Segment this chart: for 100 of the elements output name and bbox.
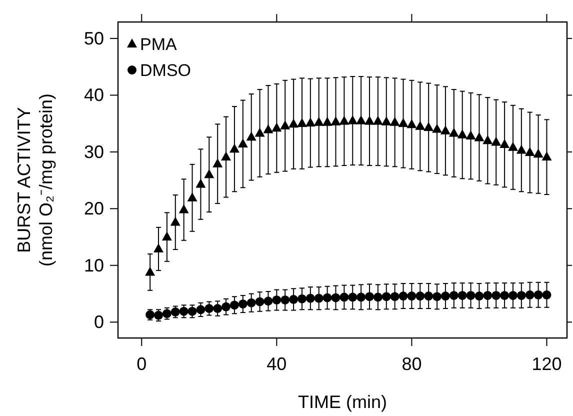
point xyxy=(254,128,265,137)
point xyxy=(288,118,299,128)
point xyxy=(533,148,544,158)
point xyxy=(381,116,392,126)
point xyxy=(415,120,426,130)
point xyxy=(424,292,434,301)
point xyxy=(524,146,535,156)
point xyxy=(483,290,492,300)
y-tick-label: 0 xyxy=(94,312,104,332)
point xyxy=(500,139,510,148)
point xyxy=(491,136,502,146)
point xyxy=(322,116,332,126)
point xyxy=(382,292,391,302)
point xyxy=(196,178,206,188)
point xyxy=(212,158,223,168)
point xyxy=(196,305,206,314)
point xyxy=(508,142,518,151)
point xyxy=(222,302,231,312)
point xyxy=(296,118,307,128)
point xyxy=(542,152,552,161)
point xyxy=(314,294,324,303)
point xyxy=(440,292,450,301)
point xyxy=(170,216,180,226)
point xyxy=(398,118,408,128)
point xyxy=(187,192,198,202)
point xyxy=(188,306,197,316)
point xyxy=(474,292,484,301)
point xyxy=(264,296,273,306)
point xyxy=(416,292,425,301)
point xyxy=(474,132,484,142)
point xyxy=(339,116,350,125)
point xyxy=(255,297,264,306)
point xyxy=(162,232,172,241)
point xyxy=(466,130,476,140)
point xyxy=(525,290,534,300)
point xyxy=(432,124,442,133)
point xyxy=(280,295,290,304)
y-axis-title: BURST ACTIVITY (nmol O₂⁻/mg protein) xyxy=(14,93,56,267)
point xyxy=(306,294,315,303)
y-tick-label: 30 xyxy=(84,142,104,162)
point xyxy=(297,294,306,304)
x-tick-label: 120 xyxy=(532,354,562,374)
point xyxy=(516,144,526,154)
point xyxy=(424,122,434,132)
y-tick-label: 10 xyxy=(84,255,104,276)
point xyxy=(314,116,324,126)
point xyxy=(365,292,374,302)
point xyxy=(322,293,332,302)
x-tick-label: 80 xyxy=(402,354,422,374)
point xyxy=(390,116,400,126)
point xyxy=(263,124,274,134)
point xyxy=(542,290,552,300)
point xyxy=(500,290,510,300)
legend-label: DMSO xyxy=(140,61,191,80)
point xyxy=(440,125,450,134)
point xyxy=(508,290,518,300)
point xyxy=(482,135,493,144)
point xyxy=(280,120,290,130)
point xyxy=(246,298,256,308)
y-tick-label: 20 xyxy=(84,198,104,219)
point xyxy=(372,116,383,125)
point xyxy=(448,128,459,137)
point xyxy=(466,290,476,300)
point xyxy=(238,138,248,148)
x-axis-title: TIME (min) xyxy=(298,392,387,412)
point xyxy=(390,292,400,302)
point xyxy=(204,169,214,178)
point xyxy=(398,292,408,301)
point xyxy=(516,290,526,300)
point xyxy=(492,290,501,300)
point xyxy=(179,306,188,316)
point xyxy=(407,292,416,301)
point xyxy=(221,152,232,161)
x-tick-label: 0 xyxy=(136,354,147,374)
point xyxy=(340,292,349,302)
point xyxy=(373,292,382,302)
point xyxy=(432,292,442,302)
point xyxy=(305,117,316,126)
point xyxy=(534,290,543,300)
point xyxy=(406,119,417,128)
point xyxy=(457,129,468,138)
point xyxy=(145,266,156,276)
point xyxy=(178,204,189,214)
y-tick-label: 40 xyxy=(84,85,104,106)
point xyxy=(458,290,467,300)
point xyxy=(289,294,298,304)
point xyxy=(348,115,358,124)
point xyxy=(272,295,282,304)
point xyxy=(348,292,358,302)
point xyxy=(449,290,458,300)
point xyxy=(213,304,222,313)
x-tick-label: 40 xyxy=(266,354,287,374)
point xyxy=(154,243,164,252)
point xyxy=(229,144,240,153)
legend-label: PMA xyxy=(140,35,178,54)
point xyxy=(331,293,340,302)
y-tick-label: 50 xyxy=(84,28,104,48)
point xyxy=(330,116,341,126)
point xyxy=(364,116,375,125)
point xyxy=(246,132,256,141)
